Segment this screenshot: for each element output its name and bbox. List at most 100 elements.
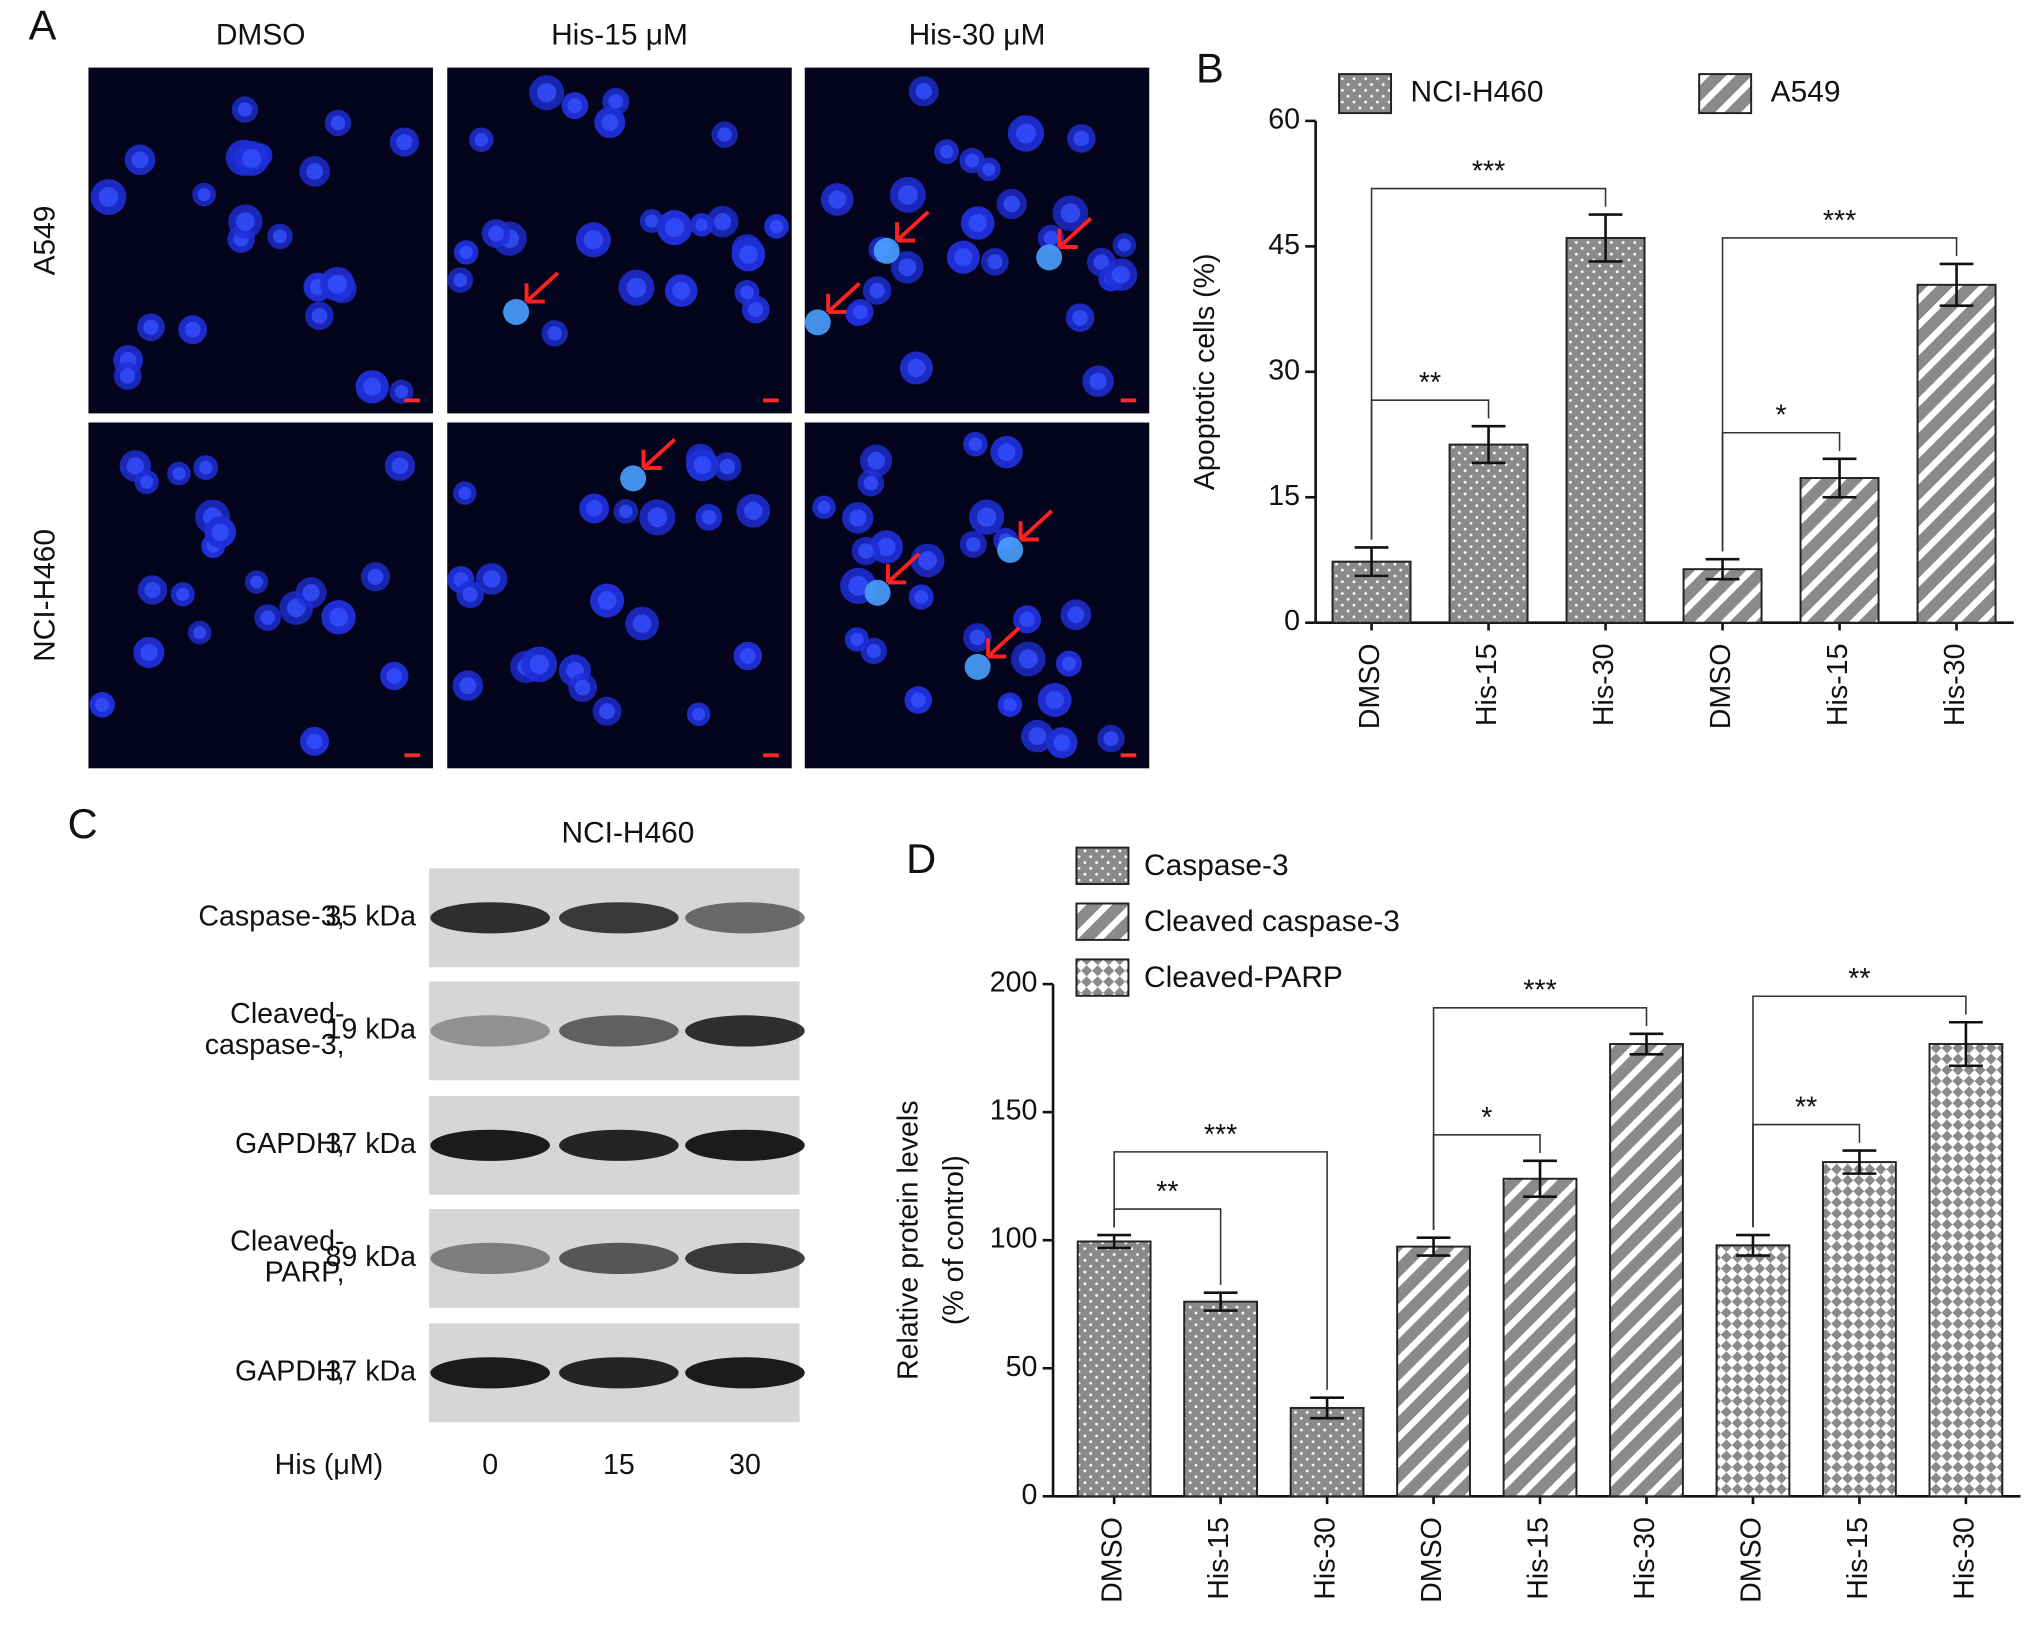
y-tick-label: 0 bbox=[1284, 605, 1300, 637]
blot-band bbox=[430, 1357, 550, 1389]
nucleus-core bbox=[914, 590, 929, 604]
band-size: 37 kDa bbox=[325, 1355, 416, 1387]
nucleus-core bbox=[193, 626, 207, 640]
nucleus-core bbox=[198, 460, 213, 475]
arrow bbox=[1057, 216, 1093, 249]
nucleus-core bbox=[329, 607, 349, 627]
nucleus-core bbox=[272, 229, 287, 244]
band-name: caspase-3, bbox=[205, 1029, 345, 1061]
blot-title: NCI-H460 bbox=[562, 816, 695, 849]
bar bbox=[1183, 1300, 1258, 1498]
column-label: DMSO bbox=[216, 18, 306, 51]
nucleus-core bbox=[306, 733, 323, 750]
nucleus-core bbox=[898, 184, 918, 205]
nucleus-core bbox=[394, 385, 409, 399]
nucleus-core bbox=[915, 83, 932, 100]
nucleus-core bbox=[98, 187, 119, 207]
nucleus-core bbox=[969, 629, 986, 646]
band-name: GAPDH, bbox=[235, 1355, 345, 1387]
significance-label: *** bbox=[1472, 156, 1505, 188]
band-name: GAPDH, bbox=[235, 1128, 345, 1160]
nucleus-core bbox=[1015, 123, 1036, 144]
nucleus-core bbox=[713, 213, 732, 231]
blot-band bbox=[430, 902, 550, 934]
row-label: NCI-H460 bbox=[29, 529, 62, 662]
nucleus-core bbox=[211, 523, 229, 541]
apoptotic-nucleus bbox=[1036, 244, 1063, 271]
nucleus-core bbox=[717, 127, 732, 142]
nucleus-core bbox=[235, 212, 255, 232]
blot-band bbox=[559, 1357, 679, 1389]
x-tick-label: DMSO bbox=[1736, 1517, 1768, 1603]
x-tick-label: His-15 bbox=[1523, 1517, 1555, 1600]
nucleus-core bbox=[574, 679, 591, 696]
x-tick-label: DMSO bbox=[1416, 1517, 1448, 1603]
bar bbox=[1448, 443, 1529, 624]
nucleus-core bbox=[965, 536, 981, 552]
band-name: Cleaved- bbox=[230, 1225, 344, 1257]
nucleus-core bbox=[739, 245, 758, 264]
nucleus-core bbox=[769, 219, 784, 234]
nucleus-core bbox=[601, 113, 619, 132]
legend-label: Cleaved-PARP bbox=[1144, 961, 1343, 994]
nucleus-core bbox=[143, 319, 159, 335]
significance-bracket bbox=[1432, 1007, 1648, 1230]
bar bbox=[1396, 1245, 1471, 1498]
band-size: 37 kDa bbox=[325, 1128, 416, 1160]
error-bar bbox=[1822, 457, 1857, 499]
error-bar bbox=[1736, 1233, 1770, 1257]
panel-label: B bbox=[1196, 44, 1224, 91]
legend-label: Caspase-3 bbox=[1144, 849, 1289, 882]
panel-label: D bbox=[906, 835, 936, 882]
nucleus-core bbox=[867, 451, 886, 470]
blot-band bbox=[559, 1129, 679, 1161]
significance-bracket bbox=[1370, 187, 1607, 540]
nucleus-core bbox=[1003, 698, 1017, 712]
nucleus-core bbox=[987, 254, 1003, 270]
lane-label: 0 bbox=[482, 1449, 498, 1481]
nucleus-core bbox=[599, 703, 616, 720]
lane-label: 30 bbox=[729, 1449, 761, 1481]
band-name: PARP, bbox=[265, 1257, 345, 1289]
apoptotic-nucleus bbox=[864, 579, 891, 606]
y-tick-label: 45 bbox=[1268, 229, 1300, 261]
nucleus-core bbox=[1019, 611, 1035, 628]
nucleus-core bbox=[547, 326, 562, 341]
nucleus-core bbox=[95, 697, 110, 712]
y-tick-label: 0 bbox=[1022, 1479, 1038, 1511]
nucleus-core bbox=[459, 245, 473, 260]
nucleus-core bbox=[1043, 230, 1059, 246]
arrow bbox=[1018, 509, 1054, 542]
y-tick-label: 200 bbox=[990, 967, 1038, 999]
nucleus-core bbox=[250, 575, 264, 589]
band-name: Caspase-3, bbox=[198, 900, 344, 932]
nucleus-core bbox=[1028, 727, 1047, 746]
nucleus-core bbox=[976, 507, 997, 527]
nucleus-core bbox=[693, 456, 712, 474]
nucleus-core bbox=[743, 501, 763, 521]
nucleus-core bbox=[645, 214, 659, 228]
nucleus-core bbox=[1018, 649, 1038, 669]
x-tick-label: DMSO bbox=[1354, 644, 1386, 730]
significance-label: *** bbox=[1204, 1119, 1237, 1151]
nucleus-core bbox=[664, 217, 685, 238]
nucleus-core bbox=[939, 144, 954, 159]
micrograph bbox=[804, 67, 1150, 414]
nucleus-core bbox=[748, 301, 764, 318]
error-bar bbox=[1203, 1291, 1238, 1312]
nucleus-core bbox=[311, 307, 328, 324]
error-bar bbox=[1949, 1020, 1983, 1068]
nucleus-core bbox=[866, 643, 881, 659]
y-axis-label: Relative protein levels bbox=[893, 1100, 925, 1380]
nucleus-core bbox=[982, 162, 996, 176]
legend-label: A549 bbox=[1771, 75, 1841, 108]
nucleus-core bbox=[583, 230, 603, 250]
bar bbox=[1799, 477, 1880, 624]
nucleus-core bbox=[828, 190, 847, 209]
nucleus-core bbox=[608, 94, 624, 109]
bar bbox=[1928, 1043, 2004, 1498]
nucleus-core bbox=[302, 584, 320, 602]
nucleus-core bbox=[386, 668, 403, 684]
nucleus-core bbox=[462, 586, 478, 603]
nucleus-core bbox=[740, 648, 756, 664]
